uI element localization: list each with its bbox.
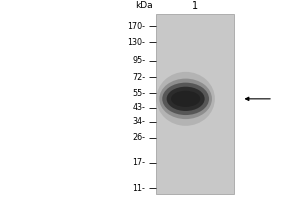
Bar (156, 14, 234, 194)
Text: 72-: 72- (132, 73, 146, 82)
Text: 11-: 11- (133, 184, 146, 193)
Text: 34-: 34- (133, 117, 146, 126)
Text: 170-: 170- (128, 22, 146, 31)
Text: 1: 1 (192, 1, 198, 11)
Text: 17-: 17- (133, 158, 146, 167)
Text: 43-: 43- (133, 103, 146, 112)
Ellipse shape (167, 87, 205, 111)
Text: 130-: 130- (128, 38, 146, 47)
Ellipse shape (156, 72, 215, 126)
Text: 55-: 55- (132, 89, 146, 98)
Ellipse shape (162, 83, 209, 115)
Ellipse shape (171, 91, 200, 107)
Ellipse shape (159, 79, 212, 119)
Text: 95-: 95- (132, 56, 146, 65)
Text: 26-: 26- (133, 133, 146, 142)
Text: kDa: kDa (135, 1, 153, 10)
